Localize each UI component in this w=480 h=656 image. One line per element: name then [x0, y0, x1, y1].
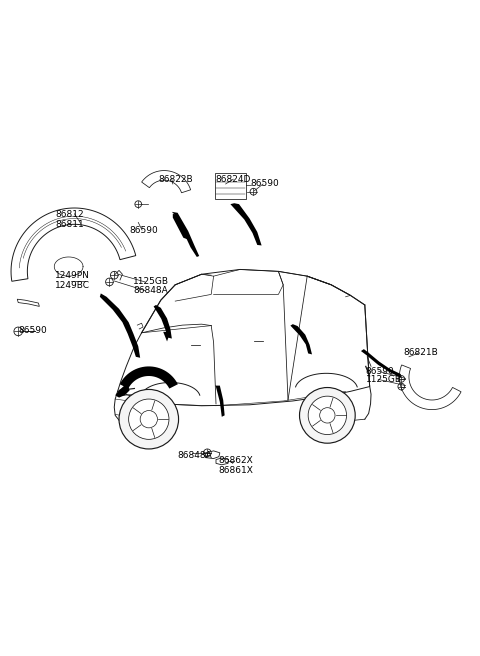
- Text: 86590: 86590: [251, 180, 279, 188]
- Text: 86848A: 86848A: [178, 451, 212, 460]
- Polygon shape: [361, 349, 401, 378]
- Text: 86848A: 86848A: [133, 286, 168, 295]
- Circle shape: [129, 399, 169, 440]
- Polygon shape: [115, 383, 130, 398]
- Text: 86824D: 86824D: [215, 174, 251, 184]
- Polygon shape: [215, 386, 225, 417]
- Text: 1125GB: 1125GB: [133, 277, 169, 287]
- Text: 1125GB: 1125GB: [366, 375, 402, 384]
- Polygon shape: [230, 203, 262, 245]
- Polygon shape: [163, 332, 170, 341]
- Circle shape: [140, 411, 157, 428]
- Circle shape: [320, 407, 335, 423]
- Text: 86590: 86590: [18, 326, 47, 335]
- Circle shape: [119, 390, 179, 449]
- Polygon shape: [290, 324, 312, 354]
- Circle shape: [300, 388, 355, 443]
- Text: 1249PN
1249BC: 1249PN 1249BC: [55, 272, 90, 291]
- Text: 86821B: 86821B: [403, 348, 438, 358]
- Polygon shape: [154, 305, 172, 338]
- Polygon shape: [100, 293, 140, 358]
- Text: 86862X
86861X: 86862X 86861X: [218, 456, 253, 475]
- Bar: [215, 173, 246, 199]
- Text: 86812
86811: 86812 86811: [55, 210, 84, 229]
- Circle shape: [308, 396, 347, 434]
- Polygon shape: [120, 367, 178, 388]
- Polygon shape: [173, 214, 187, 239]
- Text: 86590: 86590: [366, 367, 395, 376]
- Text: 86822B: 86822B: [158, 174, 193, 184]
- Polygon shape: [172, 212, 199, 257]
- Text: 86590: 86590: [130, 226, 158, 235]
